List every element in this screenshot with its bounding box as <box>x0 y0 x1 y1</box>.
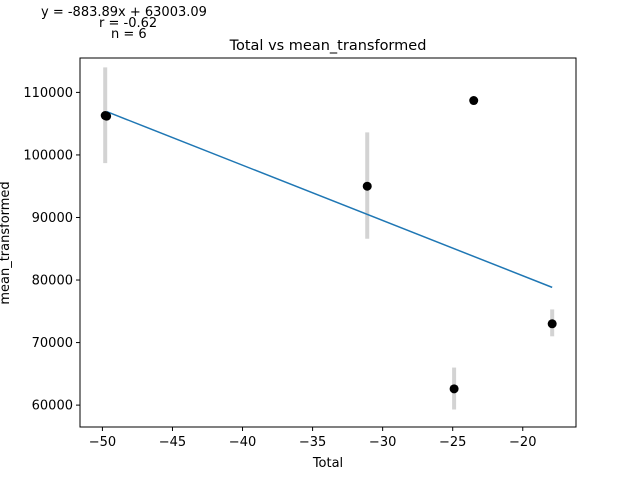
x-tick-label: −30 <box>369 435 396 450</box>
y-tick-label: 100000 <box>23 148 73 163</box>
data-point-3 <box>362 181 372 191</box>
x-tick-label: −35 <box>299 435 326 450</box>
y-axis: 60000 70000 80000 90000 100000 110000 <box>23 86 80 414</box>
data-point-4 <box>449 384 459 394</box>
y-tick-label: 70000 <box>32 336 73 351</box>
fit-line-group <box>106 110 553 289</box>
fit-equation-annotation: y = -883.89x + 63003.09 <box>41 5 207 20</box>
data-point-2 <box>102 111 112 121</box>
data-point-6 <box>547 319 557 329</box>
regression-line <box>106 110 553 289</box>
data-point-5 <box>469 96 479 106</box>
y-tick-label: 110000 <box>23 86 73 101</box>
x-tick-label: −20 <box>509 435 536 450</box>
sample-size-annotation: n = 6 <box>111 27 147 42</box>
x-tick-label: −45 <box>159 435 186 450</box>
y-tick-label: 90000 <box>32 211 73 226</box>
plot-frame <box>79 57 577 428</box>
chart-title: Total vs mean_transformed <box>229 38 427 54</box>
x-tick-label: −25 <box>439 435 466 450</box>
y-tick-label: 80000 <box>32 274 73 289</box>
y-tick-label: 60000 <box>32 399 73 414</box>
error-bars <box>103 67 555 410</box>
correlation-annotation: r = -0.62 <box>99 16 158 31</box>
x-tick-label: −50 <box>89 435 116 450</box>
x-tick-label: −40 <box>229 435 256 450</box>
x-axis: −50 −45 −40 −35 −30 −25 −20 <box>89 427 536 450</box>
x-axis-label: Total <box>312 456 343 471</box>
y-axis-label: mean_transformed <box>0 181 13 304</box>
data-points <box>100 96 557 394</box>
